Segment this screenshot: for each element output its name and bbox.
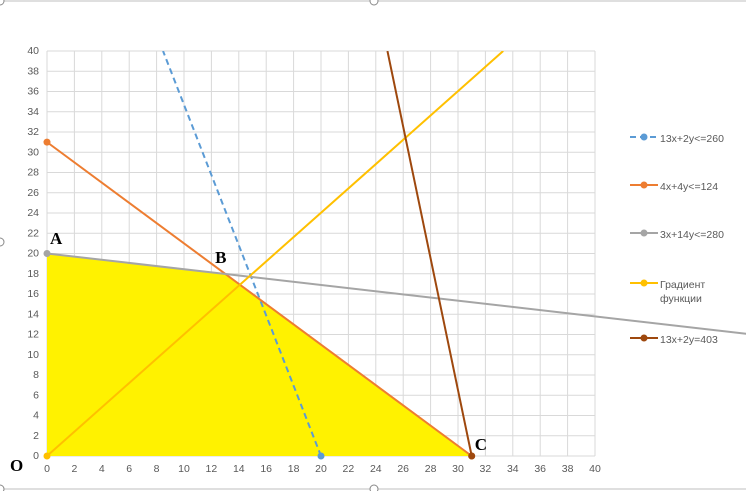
y-tick-label: 40 [27,45,39,57]
legend-label: Градиент функции [660,279,706,305]
y-tick-label: 24 [27,207,39,219]
x-tick-label: 18 [288,463,300,475]
series-line [386,51,473,457]
legend-item: 4x+4y<=124 [630,180,746,194]
y-tick-label: 18 [27,268,39,280]
data-point [468,452,476,460]
point-label-A: A [50,228,63,248]
y-tick-label: 34 [27,106,39,118]
data-point [43,250,51,257]
x-tick-label: 32 [480,463,492,475]
series-0 [162,51,325,460]
y-tick-label: 0 [33,450,39,462]
x-tick-label: 26 [397,463,409,475]
resize-handle-top[interactable] [369,0,379,6]
x-tick-label: 22 [343,463,355,475]
x-tick-label: 4 [99,463,105,475]
x-tick-label: 24 [370,463,382,475]
y-tick-label: 10 [27,349,39,361]
legend-item: 13x+2y<=260 [630,132,746,146]
series-3 [43,51,504,460]
point-label-O: O [10,456,24,475]
point-label-B: B [215,247,227,267]
resize-handle-bottom-left[interactable] [0,484,5,491]
y-tick-label: 12 [27,329,39,341]
legend-swatch [630,278,658,288]
legend-item: 13x+2y=403 [630,333,746,347]
x-tick-label: 40 [589,463,601,475]
x-tick-label: 30 [452,463,464,475]
legend-swatch [630,333,658,343]
data-point [317,452,325,460]
series-line [46,252,746,335]
x-tick-label: 36 [534,463,546,475]
data-point [43,138,51,146]
y-tick-label: 4 [33,410,39,422]
point-label-C: C [474,435,487,454]
series-line [162,51,322,457]
legend-item: Градиент функции [630,278,746,306]
legend-swatch [630,180,658,190]
legend-label: 3x+14y<=280 [660,229,724,241]
resize-handle-bottom[interactable] [369,484,379,491]
x-tick-label: 28 [425,463,437,475]
y-tick-label: 6 [33,389,39,401]
x-tick-label: 16 [260,463,272,475]
x-tick-label: 12 [206,463,218,475]
y-tick-label: 8 [33,369,39,381]
series-line [46,141,473,457]
y-tick-label: 22 [27,227,39,239]
series-4 [386,51,476,460]
legend-label: 13x+2y<=260 [660,133,724,145]
resize-handle-top-left[interactable] [0,0,5,6]
y-tick-label: 20 [27,248,39,260]
legend-swatch [630,132,658,142]
legend-item: 3x+14y<=280 [630,228,746,242]
x-tick-label: 14 [233,463,245,475]
x-tick-label: 10 [178,463,190,475]
legend-label: 4x+4y<=124 [660,181,719,193]
series-2 [43,250,746,335]
legend-label: 13x+2y=403 [660,334,718,346]
y-tick-label: 38 [27,65,39,77]
x-tick-label: 2 [71,463,77,475]
x-tick-label: 0 [44,463,50,475]
y-tick-label: 28 [27,167,39,179]
feasible-region [47,253,472,456]
y-tick-label: 2 [33,430,39,442]
y-tick-label: 16 [27,288,39,300]
x-tick-label: 6 [126,463,132,475]
y-tick-label: 30 [27,146,39,158]
y-tick-label: 26 [27,187,39,199]
y-tick-label: 36 [27,86,39,98]
y-tick-label: 14 [27,308,39,320]
y-tick-label: 32 [27,126,39,138]
series-line [46,51,504,457]
resize-handle-left[interactable] [0,237,5,247]
x-tick-label: 20 [315,463,327,475]
x-tick-label: 8 [154,463,160,475]
x-tick-label: 38 [562,463,574,475]
data-point [43,452,51,460]
x-tick-label: 34 [507,463,519,475]
legend-swatch [630,228,658,238]
